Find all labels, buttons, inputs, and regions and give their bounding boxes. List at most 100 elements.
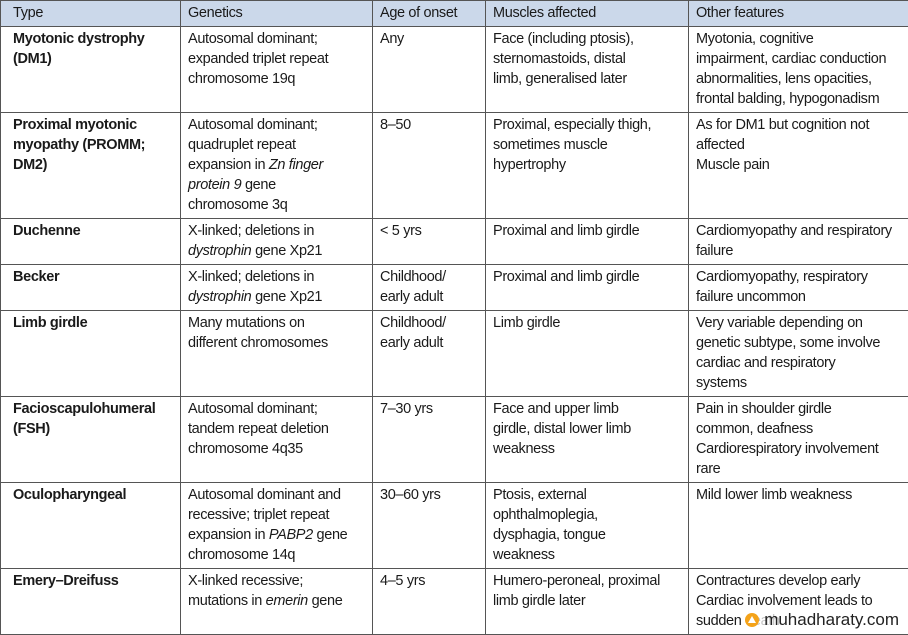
cell-line: expansion in Zn finger [188,155,372,175]
cell-line: Emery–Dreifuss [13,571,180,591]
table-cell: Facioscapulohumeral(FSH) [1,397,181,483]
table-cell: Emery–Dreifuss [1,569,181,635]
cell-line: Limb girdle [13,313,180,333]
cell-line: X-linked recessive; [188,571,372,591]
table-cell: Proximal and limb girdle [486,265,689,311]
cell-line: 30–60 yrs [380,485,485,505]
cell-line: different chromosomes [188,333,372,353]
cell-line: Cardiac involvement leads to [696,591,908,611]
text-run: gene [313,527,348,543]
cell-line: recessive; triplet repeat [188,505,372,525]
header-cell: Age of onset [373,1,486,27]
cell-line: Cardiorespiratory involvement [696,439,908,459]
cell-line: Cardiomyopathy, respiratory [696,267,908,287]
cell-line: limb girdle later [493,591,688,611]
cell-line: Mild lower limb weakness [696,485,908,505]
cell-line: Proximal, especially thigh, [493,115,688,135]
cell-line: Proximal and limb girdle [493,221,688,241]
cell-line: early adult [380,287,485,307]
table-cell: Oculopharyngeal [1,483,181,569]
cell-line: Autosomal dominant; [188,115,372,135]
cell-line: Becker [13,267,180,287]
cell-line: Proximal and limb girdle [493,267,688,287]
table-cell: 30–60 yrs [373,483,486,569]
table-cell: X-linked recessive;mutations in emerin g… [181,569,373,635]
cell-line: common, deafness [696,419,908,439]
cell-line: Ptosis, external [493,485,688,505]
header-cell: Other features [689,1,908,27]
cell-line: chromosome 14q [188,545,372,565]
table-cell: 8–50 [373,113,486,219]
cell-line: Any [380,29,485,49]
cell-line: Muscle pain [696,155,908,175]
table-cell: Childhood/early adult [373,311,486,397]
table-cell: < 5 yrs [373,219,486,265]
header-cell: Muscles affected [486,1,689,27]
cell-line: hypertrophy [493,155,688,175]
cell-line: Face and upper limb [493,399,688,419]
cell-line: dystrophin gene Xp21 [188,287,372,307]
cell-line: girdle, distal lower limb [493,419,688,439]
watermark-icon [744,612,760,628]
cell-line: abnormalities, lens opacities, [696,69,908,89]
table-cell: Autosomal dominant;tandem repeat deletio… [181,397,373,483]
italic-text: Zn finger [269,157,323,173]
cell-line: 4–5 yrs [380,571,485,591]
table-cell: Becker [1,265,181,311]
cell-line: Many mutations on [188,313,372,333]
cell-line: genetic subtype, some involve [696,333,908,353]
cell-line: Autosomal dominant; [188,399,372,419]
cell-line: expansion in PABP2 gene [188,525,372,545]
cell-line: rare [696,459,908,479]
table-cell: Mild lower limb weakness [689,483,908,569]
cell-line: Oculopharyngeal [13,485,180,505]
table-cell: Proximal and limb girdle [486,219,689,265]
cell-line: Childhood/ [380,267,485,287]
table-cell: Childhood/early adult [373,265,486,311]
cell-line: DM2) [13,155,180,175]
watermark-text: muhadharaty.com [764,610,899,630]
text-run: mutations in [188,593,266,609]
cell-line: dystrophin gene Xp21 [188,241,372,261]
cell-line: (DM1) [13,49,180,69]
italic-text: dystrophin [188,289,251,305]
cell-line: chromosome 19q [188,69,372,89]
cell-line: X-linked; deletions in [188,221,372,241]
cell-line: failure uncommon [696,287,908,307]
cell-line: Proximal myotonic [13,115,180,135]
cell-line: Humero-peroneal, proximal [493,571,688,591]
table-cell: Face (including ptosis),sternomastoids, … [486,27,689,113]
cell-line: 7–30 yrs [380,399,485,419]
italic-text: protein 9 [188,177,241,193]
cell-line: myopathy (PROMM; [13,135,180,155]
text-run: expansion in [188,527,269,543]
cell-line: Limb girdle [493,313,688,333]
cell-line: Facioscapulohumeral [13,399,180,419]
cell-line: failure [696,241,908,261]
cell-line: dysphagia, tongue [493,525,688,545]
cell-line: affected [696,135,908,155]
table-cell: Duchenne [1,219,181,265]
cell-line: protein 9 gene [188,175,372,195]
cell-line: chromosome 4q35 [188,439,372,459]
cell-line: Duchenne [13,221,180,241]
cell-line: Autosomal dominant and [188,485,372,505]
cell-line: weakness [493,545,688,565]
cell-line: < 5 yrs [380,221,485,241]
cell-line: tandem repeat deletion [188,419,372,439]
cell-line: Myotonia, cognitive [696,29,908,49]
cell-line: ophthalmoplegia, [493,505,688,525]
